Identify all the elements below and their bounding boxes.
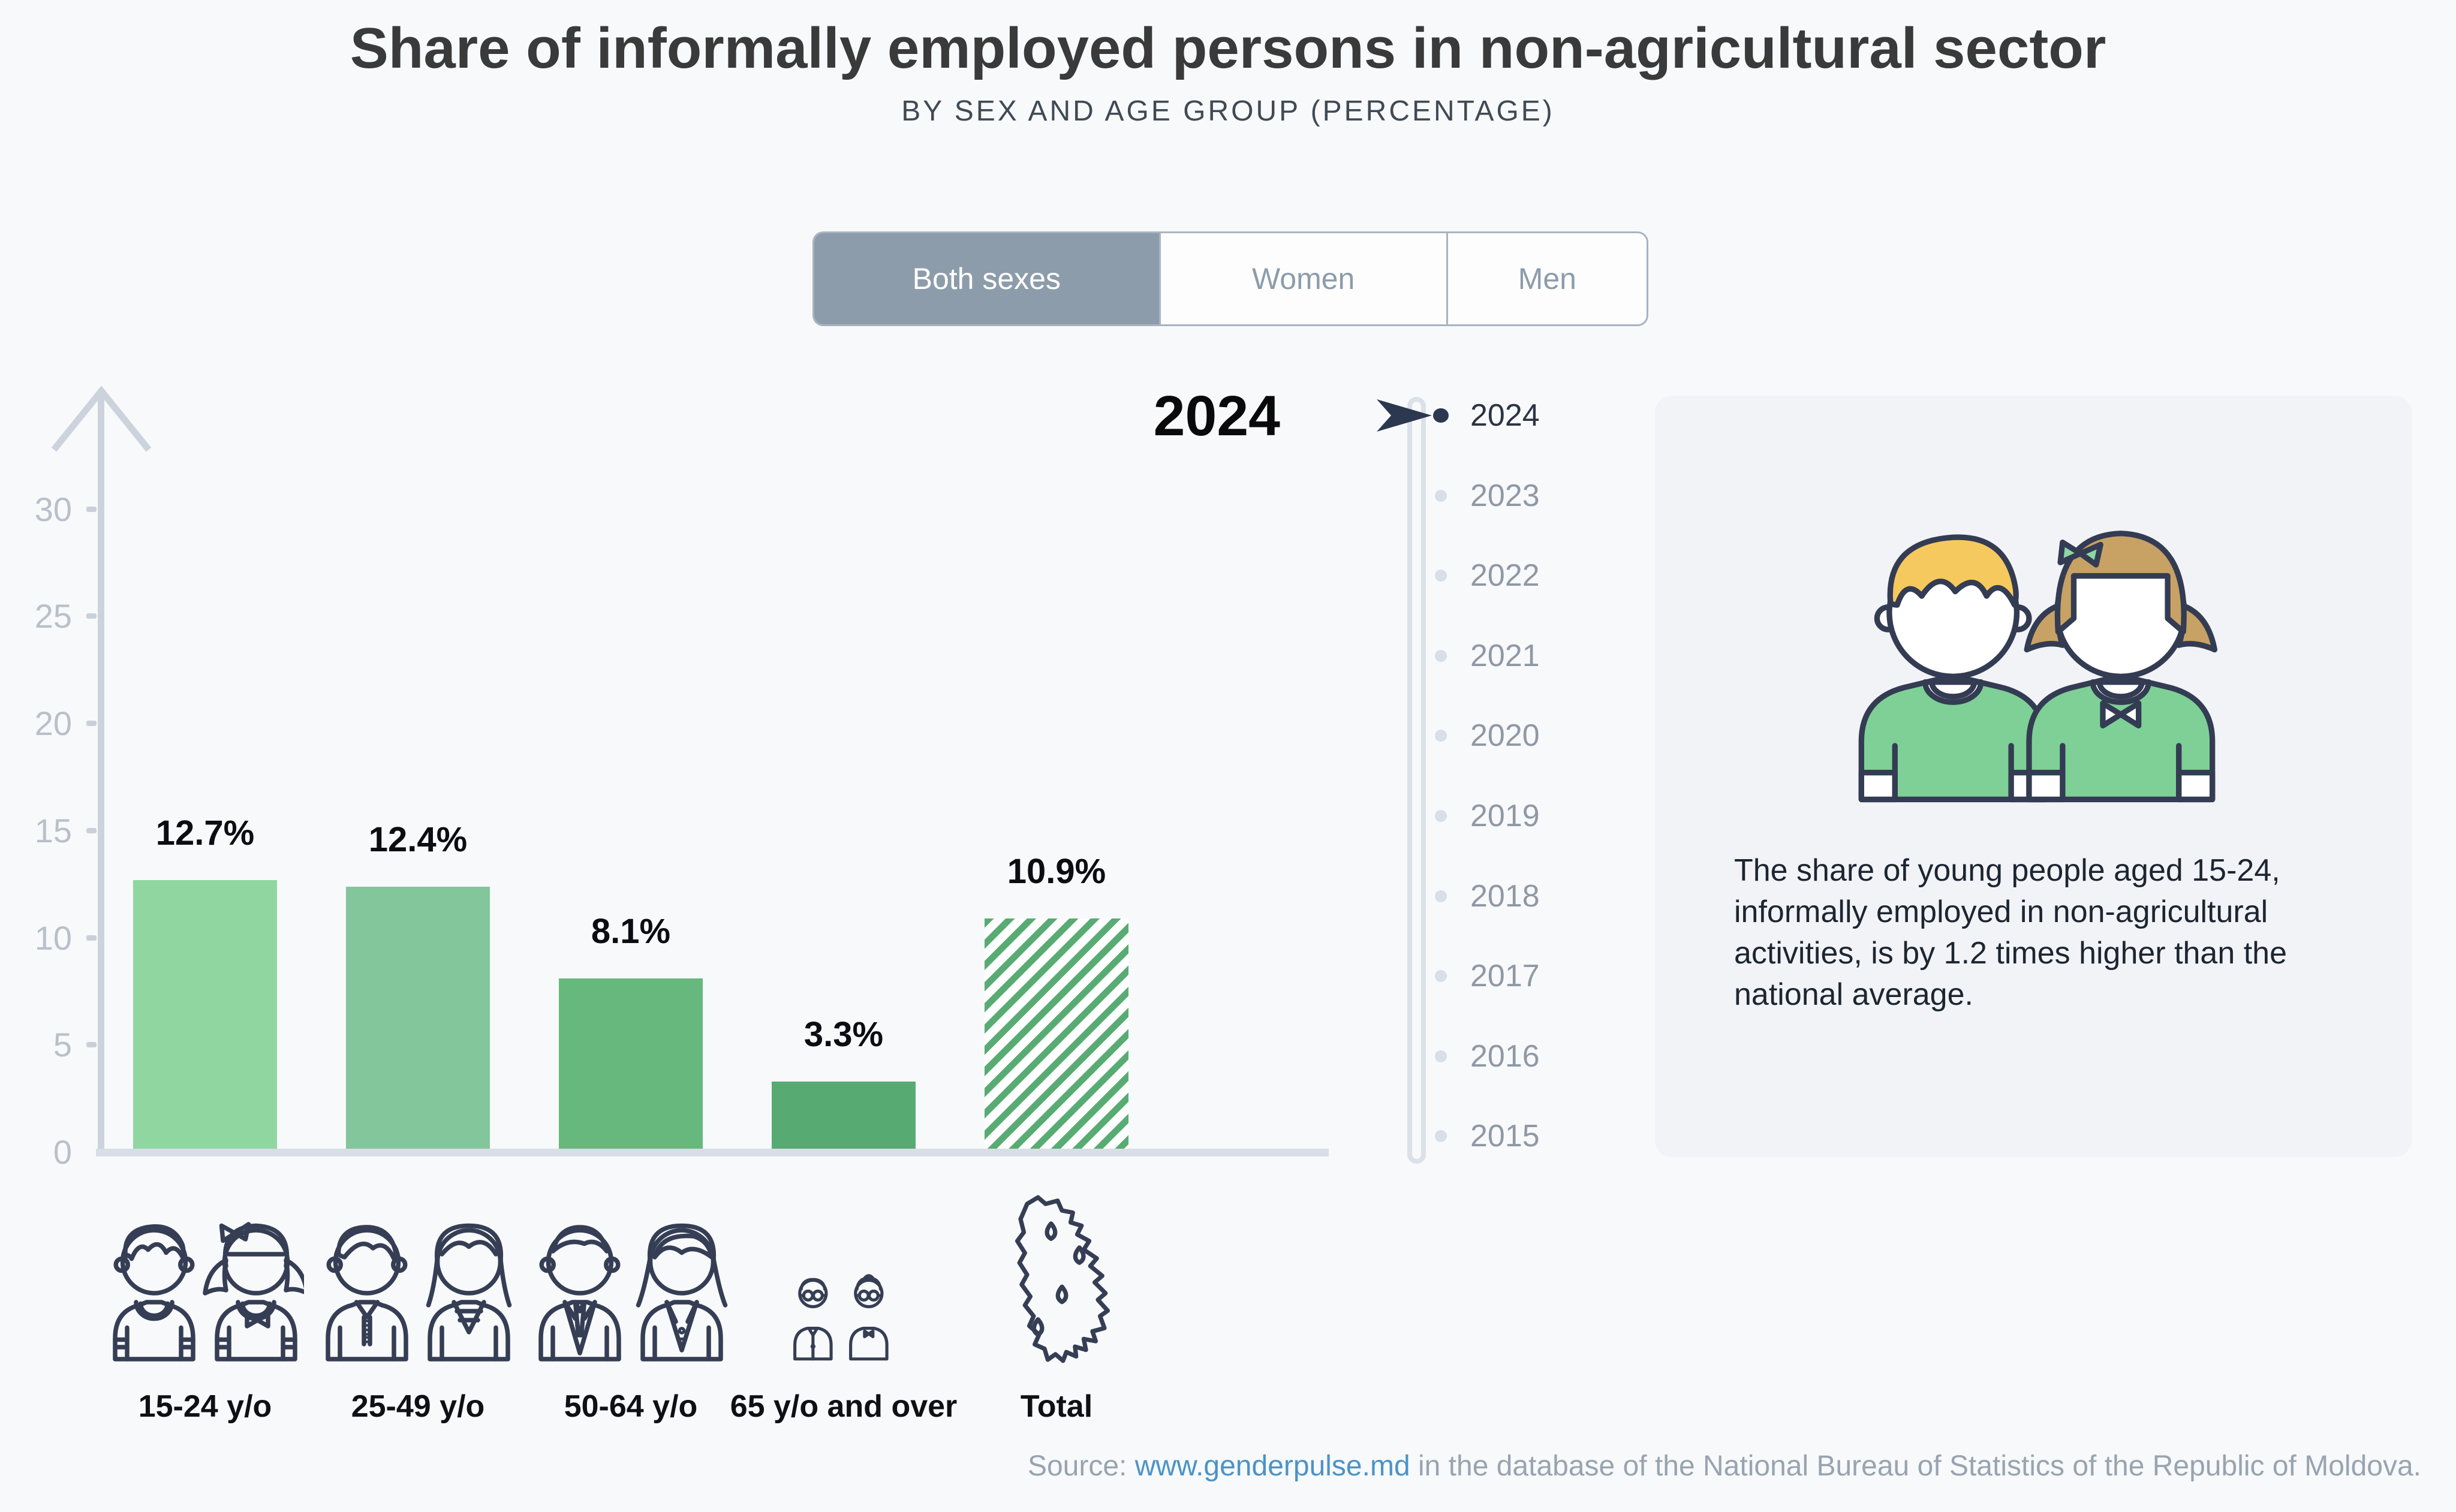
age-icon-25-49 (319, 1212, 517, 1365)
age-label-65-y-o-and-over: 65 y/o and over (730, 1389, 958, 1424)
y-tick-mark (86, 827, 97, 833)
y-tick-label-20: 20 (34, 704, 72, 742)
timeline-dot-2024[interactable] (1433, 408, 1449, 423)
y-tick-label-30: 30 (34, 490, 72, 528)
y-axis-line (98, 393, 104, 1152)
tab-women[interactable]: Women (1158, 233, 1446, 324)
timeline-dot-2015[interactable] (1435, 1130, 1447, 1143)
timeline-year-2024[interactable]: 2024 (1470, 398, 1540, 433)
young-people-illustration-icon (1858, 531, 2218, 803)
age-label-total: Total (1020, 1389, 1093, 1424)
timeline-year-2017[interactable]: 2017 (1470, 959, 1540, 994)
age-icon-50-64 (532, 1212, 730, 1365)
bar-value-65-y-o-and-over: 3.3% (803, 1015, 884, 1054)
y-tick-mark (86, 721, 97, 726)
timeline-dot-2019[interactable] (1435, 810, 1447, 822)
source-suffix: in the database of the National Bureau o… (1410, 1450, 2421, 1482)
timeline-year-2019[interactable]: 2019 (1470, 799, 1540, 833)
timeline-year-2022[interactable]: 2022 (1470, 558, 1540, 594)
age-icon-15-24 (106, 1212, 309, 1365)
timeline-year-2016[interactable]: 2016 (1470, 1038, 1540, 1074)
timeline-dot-2022[interactable] (1435, 570, 1447, 582)
bar-value-total: 10.9% (1007, 852, 1106, 891)
info-text: The share of young people aged 15-24, in… (1734, 853, 2288, 1012)
timeline-dot-2017[interactable] (1435, 970, 1447, 983)
y-tick-label-15: 15 (34, 811, 72, 850)
y-tick-mark (86, 613, 97, 619)
age-label-15-24-y-o: 15-24 y/o (138, 1389, 272, 1424)
bar-value-50-64-y-o: 8.1% (591, 912, 671, 951)
timeline-year-2023[interactable]: 2023 (1470, 478, 1540, 513)
age-icon-total-moldova-map (997, 1193, 1116, 1368)
timeline-year-2020[interactable]: 2020 (1470, 718, 1540, 754)
source-line: Source: www.genderpulse.md in the databa… (1028, 1450, 2421, 1483)
timeline-dot-2021[interactable] (1435, 649, 1447, 662)
timeline-dot-2018[interactable] (1435, 890, 1447, 902)
source-prefix: Source: (1027, 1450, 1135, 1482)
age-label-25-49-y-o: 25-49 y/o (351, 1389, 485, 1424)
tab-both-sexes[interactable]: Both sexes (814, 233, 1159, 324)
bar-value-15-24-y-o: 12.7% (155, 814, 255, 853)
y-tick-label-25: 25 (34, 597, 72, 635)
timeline-dot-2016[interactable] (1435, 1050, 1447, 1062)
page-title: Share of informally employed persons in … (350, 16, 2106, 80)
bar-65-y-o-and-over (772, 1082, 916, 1149)
timeline-year-2018[interactable]: 2018 (1470, 878, 1540, 914)
timeline-cursor-icon (1377, 399, 1432, 432)
y-tick-label-10: 10 (34, 918, 72, 957)
y-axis-arrow-icon (51, 385, 152, 452)
timeline-dot-2023[interactable] (1435, 489, 1447, 502)
tab-men[interactable]: Men (1446, 233, 1647, 324)
x-axis-line (96, 1149, 1329, 1156)
timeline-track (1407, 397, 1426, 1164)
sex-selector-tabs: Both sexes Women Men (812, 231, 1648, 326)
bar-total (985, 918, 1128, 1149)
age-icon-65-over (788, 1272, 899, 1365)
y-tick-mark (86, 1042, 97, 1048)
selected-year-display: 2024 (1153, 384, 1280, 448)
y-tick-label-0: 0 (53, 1133, 72, 1171)
y-tick-mark (86, 935, 97, 941)
y-tick-mark (86, 506, 97, 512)
timeline-year-2021[interactable]: 2021 (1470, 638, 1540, 673)
page-subtitle: BY SEX AND AGE GROUP (PERCENTAGE) (901, 95, 1555, 127)
timeline-dot-2020[interactable] (1435, 730, 1447, 742)
age-label-50-64-y-o: 50-64 y/o (564, 1389, 698, 1424)
bar-25-49-y-o (346, 887, 490, 1149)
y-tick-label-5: 5 (53, 1026, 72, 1064)
bar-value-25-49-y-o: 12.4% (368, 820, 468, 859)
source-link[interactable]: www.genderpulse.md (1134, 1450, 1410, 1482)
bar-15-24-y-o (133, 880, 277, 1149)
bar-50-64-y-o (559, 978, 703, 1149)
timeline-year-2015[interactable]: 2015 (1470, 1119, 1540, 1154)
